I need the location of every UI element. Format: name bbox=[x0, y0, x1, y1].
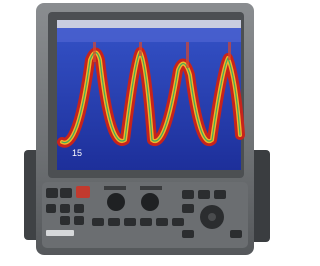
control-panel bbox=[42, 182, 248, 248]
depth-label: 15 bbox=[72, 148, 82, 158]
button[interactable] bbox=[60, 216, 70, 225]
button[interactable] bbox=[198, 190, 210, 199]
button[interactable] bbox=[172, 218, 184, 226]
screen: 15 bbox=[57, 20, 241, 170]
button[interactable] bbox=[124, 218, 136, 226]
button[interactable] bbox=[76, 186, 90, 198]
button[interactable] bbox=[140, 218, 152, 226]
button[interactable] bbox=[156, 218, 168, 226]
button[interactable] bbox=[74, 216, 84, 225]
button[interactable] bbox=[46, 188, 58, 198]
button[interactable] bbox=[92, 218, 104, 226]
button[interactable] bbox=[108, 218, 120, 226]
photo: 15 bbox=[0, 0, 274, 266]
button[interactable] bbox=[60, 204, 70, 213]
button[interactable] bbox=[60, 188, 72, 198]
button[interactable] bbox=[182, 190, 194, 199]
button[interactable] bbox=[230, 230, 242, 238]
button[interactable] bbox=[214, 190, 226, 199]
knob[interactable] bbox=[141, 193, 159, 211]
button[interactable] bbox=[46, 204, 56, 213]
button[interactable] bbox=[74, 204, 84, 213]
button[interactable] bbox=[182, 204, 194, 213]
knob[interactable] bbox=[107, 193, 125, 211]
button[interactable] bbox=[182, 230, 194, 238]
